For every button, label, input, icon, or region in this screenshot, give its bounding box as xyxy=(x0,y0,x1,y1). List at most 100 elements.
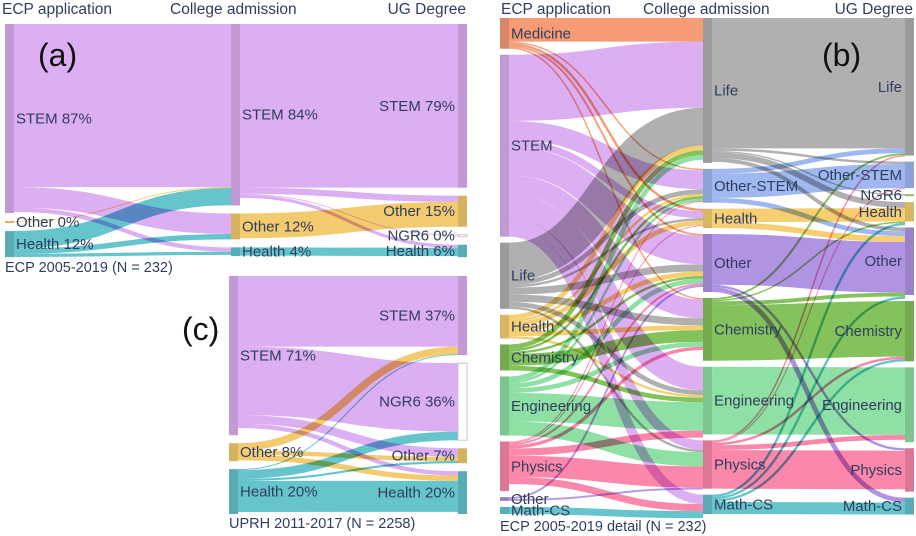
flow-physics-to-life xyxy=(711,155,906,442)
flow-health-to-other xyxy=(237,461,459,481)
node-health-stage-1 xyxy=(458,471,467,514)
node-label: Other-STEM xyxy=(714,178,798,195)
panel-a-links xyxy=(13,23,459,257)
node-other-stage-1 xyxy=(458,448,467,464)
panel-label: (c) xyxy=(182,311,219,347)
panel-b: Medicine STEM Life Health Chemistry Engineeri… xyxy=(500,1,914,535)
flow-math-cs-to-health xyxy=(711,222,906,498)
node-health-stage-1 xyxy=(703,208,712,229)
flow-physics-to-engineering xyxy=(508,430,704,456)
flow-health-to-stem xyxy=(237,354,459,471)
node-medicine-stage-0 xyxy=(500,18,509,49)
flow-engineering-to-chemistry xyxy=(508,341,704,393)
node-ngr6-stage-2 xyxy=(457,234,468,238)
node-label: NGR6 0% xyxy=(387,228,455,245)
flow-other-to-physics xyxy=(508,487,704,501)
flow-engineering-to-other-stem xyxy=(508,198,704,384)
panel-a-labels: STEM 87% Other 0% Health 12% STEM 84% Other … xyxy=(16,98,455,261)
node-engineering-stage-0 xyxy=(500,376,509,436)
node-label: STEM 84% xyxy=(242,107,318,124)
flow-other-stem-to-other-stem xyxy=(711,164,906,198)
flow-physics-to-other xyxy=(508,283,704,446)
flow-math-cs-to-math-cs xyxy=(711,501,906,515)
flow-math-cs-to-other xyxy=(711,296,906,500)
panel-caption: ECP 2005-2019 detail (N = 232) xyxy=(500,519,707,535)
node-label: Health 12% xyxy=(16,236,94,253)
node-ngr6-stage-1 xyxy=(457,362,468,441)
node-label: Engineering xyxy=(714,393,794,410)
node-other-stem-stage-2 xyxy=(905,161,914,189)
flow-health-to-other xyxy=(508,271,704,332)
panel-b-nodes xyxy=(500,18,914,515)
flow-health-to-other xyxy=(13,233,232,254)
node-label: Health xyxy=(714,210,757,227)
node-life-stage-1 xyxy=(703,18,712,163)
flow-other-to-other xyxy=(711,234,906,293)
node-label: STEM 79% xyxy=(379,98,455,115)
node-life-stage-2 xyxy=(905,18,914,156)
column-header: ECP application xyxy=(501,1,611,18)
node-label: Other xyxy=(864,253,902,270)
flow-health-to-life xyxy=(508,145,704,320)
node-label: Health xyxy=(511,319,554,336)
flow-life-to-life xyxy=(507,107,705,281)
node-label: NGR6 36% xyxy=(379,394,455,411)
flow-other-to-stem xyxy=(237,346,459,451)
node-life-stage-0 xyxy=(500,242,509,309)
column-header: College admission xyxy=(170,1,297,18)
flow-health-to-ngr6 xyxy=(237,431,459,479)
node-ngr6-stage-2 xyxy=(905,194,914,197)
node-label: Health 20% xyxy=(240,484,318,501)
node-math-cs-stage-0 xyxy=(500,506,509,514)
node-label: Engineering xyxy=(822,397,902,414)
node-label: Life xyxy=(511,268,535,285)
node-label: Other 0% xyxy=(16,214,79,231)
panel-b-links xyxy=(507,17,906,519)
flow-physics-to-physics xyxy=(508,455,704,488)
node-label: Life xyxy=(878,79,902,96)
flow-life-to-other-stem xyxy=(711,148,906,164)
node-engineering-stage-1 xyxy=(703,366,712,435)
node-label: Other 8% xyxy=(240,444,303,461)
flow-physics-to-chemistry xyxy=(711,356,906,446)
flow-stem-to-health xyxy=(237,423,459,476)
node-label: Other xyxy=(511,491,549,508)
flow-other-to-stem xyxy=(13,187,232,222)
node-label: Physics xyxy=(714,457,766,474)
flow-stem-to-other-stem xyxy=(508,120,704,190)
flow-health-to-stem xyxy=(13,187,232,249)
panel-c-nodes xyxy=(229,276,468,514)
node-label: Health 4% xyxy=(242,244,311,261)
flow-other-to-other xyxy=(508,285,704,500)
panel-b-labels: Medicine STEM Life Health Chemistry Engineeri… xyxy=(511,25,902,519)
flow-math-cs-to-math-cs xyxy=(508,506,704,519)
flow-stem-to-other xyxy=(239,187,459,202)
flow-physics-to-physics xyxy=(711,450,906,490)
node-label: STEM 37% xyxy=(379,308,455,325)
flow-physics-to-engineering xyxy=(711,434,906,451)
node-other-stage-2 xyxy=(458,195,467,227)
flow-stem-to-other xyxy=(237,415,459,457)
flow-health-to-health xyxy=(711,207,906,223)
node-label: Math-CS xyxy=(714,496,773,513)
panel-caption: ECP 2005-2019 (N = 232) xyxy=(5,260,173,276)
flow-chemistry-to-chemistry xyxy=(508,330,704,366)
flow-life-to-chemistry xyxy=(508,294,704,326)
node-math-cs-stage-1 xyxy=(703,494,712,514)
flow-math-cs-to-chemistry xyxy=(711,358,906,502)
node-health-stage-0 xyxy=(500,314,509,339)
node-other-stem-stage-1 xyxy=(703,168,712,203)
node-label: Math-CS xyxy=(843,498,902,515)
node-math-cs-stage-2 xyxy=(905,497,914,515)
node-engineering-stage-2 xyxy=(905,367,914,443)
node-label: Chemistry xyxy=(714,321,782,338)
flow-stem-to-health xyxy=(13,207,232,252)
node-chemistry-stage-2 xyxy=(905,301,914,362)
node-label: Health 20% xyxy=(377,485,455,502)
node-stem-stage-0 xyxy=(500,54,509,237)
node-label: Engineering xyxy=(511,398,591,415)
node-stem-stage-0 xyxy=(5,24,14,214)
node-physics-stage-2 xyxy=(905,448,914,492)
node-stem-stage-1 xyxy=(231,24,240,206)
